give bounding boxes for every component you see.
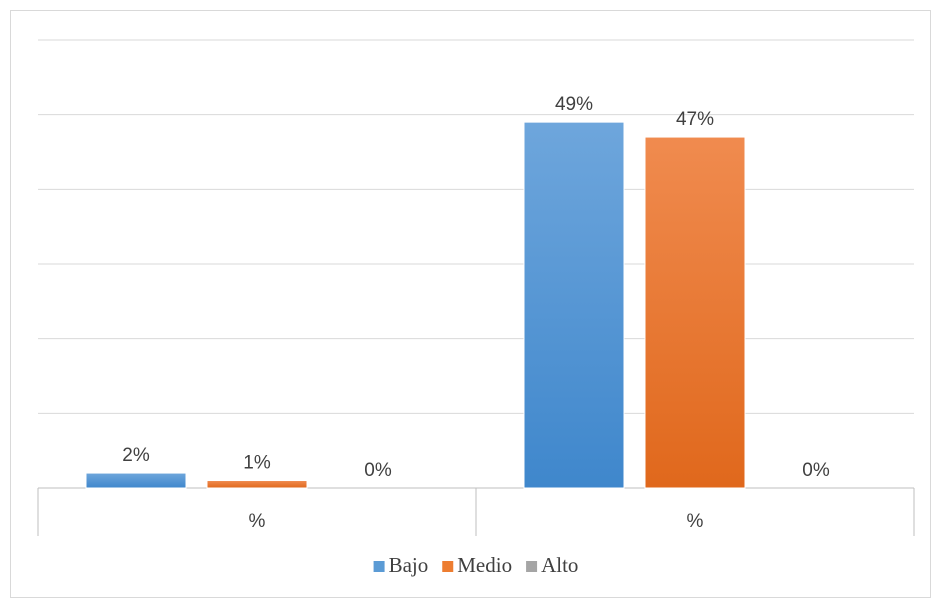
data-label: 0% bbox=[802, 460, 830, 481]
legend-swatch-bajo bbox=[373, 561, 385, 572]
chart-frame bbox=[10, 10, 931, 598]
data-label: 2% bbox=[122, 445, 150, 466]
category-labels: %% bbox=[249, 511, 704, 532]
bar-medio bbox=[206, 480, 308, 489]
legend: Bajo Medio Alto bbox=[373, 553, 578, 577]
legend-swatch-medio bbox=[442, 561, 454, 572]
legend-label-medio: Medio bbox=[457, 553, 512, 577]
gridlines bbox=[38, 39, 914, 414]
data-label: 1% bbox=[243, 453, 271, 474]
legend-swatch-alto bbox=[526, 561, 538, 572]
data-label: 47% bbox=[676, 109, 714, 130]
bars bbox=[85, 121, 746, 489]
data-label: 0% bbox=[364, 460, 392, 481]
bar-bajo bbox=[523, 121, 625, 489]
category-label: % bbox=[687, 511, 704, 532]
bar-bajo bbox=[85, 472, 187, 489]
data-labels: 2% 1% 0% 49% 47% 0% bbox=[122, 94, 830, 481]
legend-label-bajo: Bajo bbox=[389, 553, 429, 577]
x-axis bbox=[37, 487, 915, 536]
legend-label-alto: Alto bbox=[541, 553, 578, 577]
data-label: 49% bbox=[555, 94, 593, 115]
category-label: % bbox=[249, 511, 266, 532]
bar-medio bbox=[644, 136, 746, 489]
